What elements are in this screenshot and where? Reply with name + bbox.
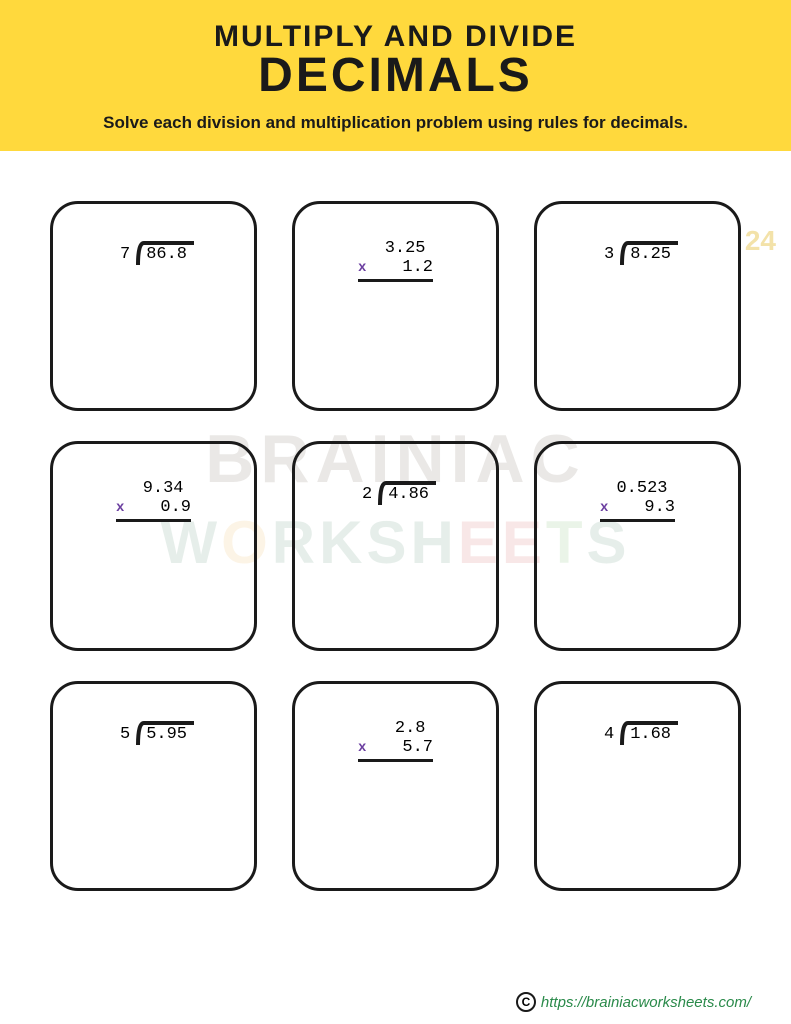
multiplicand: 9.34 [124, 479, 184, 498]
problem-cell: 7 86.8 [50, 201, 257, 411]
divisor: 2 [362, 479, 376, 504]
multiplication-problem: 2.8 x 5.7 [295, 719, 496, 762]
source-url: https://brainiacworksheets.com/ [541, 994, 751, 1011]
multiplier-row: x 1.2 [358, 258, 433, 282]
division-bracket-icon: 8.25 [618, 239, 671, 264]
problem-cell: 2 4.86 [292, 441, 499, 651]
multiplier-row: x 5.7 [358, 738, 433, 762]
multiplier-row: x 9.3 [600, 498, 675, 522]
division-problem: 5 5.95 [53, 719, 254, 744]
divisor: 3 [604, 239, 618, 264]
division-bracket-icon: 4.86 [376, 479, 429, 504]
times-icon: x [358, 740, 366, 756]
division-problem: 2 4.86 [295, 479, 496, 504]
multiplier: 1.2 [372, 258, 433, 277]
problem-cell: 9.34 x 0.9 [50, 441, 257, 651]
title-line-2: DECIMALS [0, 48, 791, 103]
page-number: 24 [745, 225, 776, 257]
worksheet-header: MULTIPLY AND DIVIDE DECIMALS Solve each … [0, 0, 791, 151]
multiplication-problem: 3.25 x 1.2 [295, 239, 496, 282]
division-problem: 7 86.8 [53, 239, 254, 264]
multiplication-problem: 9.34 x 0.9 [53, 479, 254, 522]
multiplier: 9.3 [614, 498, 675, 517]
instruction-text: Solve each division and multiplication p… [0, 113, 791, 133]
problem-cell: 3 8.25 [534, 201, 741, 411]
divisor: 7 [120, 239, 134, 264]
multiplicand: 0.523 [608, 479, 668, 498]
footer: C https://brainiacworksheets.com/ [516, 992, 751, 1012]
division-bracket-icon: 5.95 [134, 719, 187, 744]
problem-grid: 7 86.8 3.25 x 1.2 3 8.25 9.34 [0, 151, 791, 921]
problem-cell: 2.8 x 5.7 [292, 681, 499, 891]
division-problem: 4 1.68 [537, 719, 738, 744]
problem-cell: 5 5.95 [50, 681, 257, 891]
multiplier-row: x 0.9 [116, 498, 191, 522]
divisor: 5 [120, 719, 134, 744]
times-icon: x [358, 260, 366, 276]
multiplication-problem: 0.523 x 9.3 [537, 479, 738, 522]
divisor: 4 [604, 719, 618, 744]
multiplier: 5.7 [372, 738, 433, 757]
copyright-icon: C [516, 992, 536, 1012]
multiplicand: 2.8 [366, 719, 426, 738]
times-icon: x [116, 500, 124, 516]
division-problem: 3 8.25 [537, 239, 738, 264]
division-bracket-icon: 1.68 [618, 719, 671, 744]
multiplier: 0.9 [130, 498, 191, 517]
multiplicand: 3.25 [366, 239, 426, 258]
problem-cell: 3.25 x 1.2 [292, 201, 499, 411]
problem-cell: 4 1.68 [534, 681, 741, 891]
problem-cell: 0.523 x 9.3 [534, 441, 741, 651]
division-bracket-icon: 86.8 [134, 239, 187, 264]
times-icon: x [600, 500, 608, 516]
